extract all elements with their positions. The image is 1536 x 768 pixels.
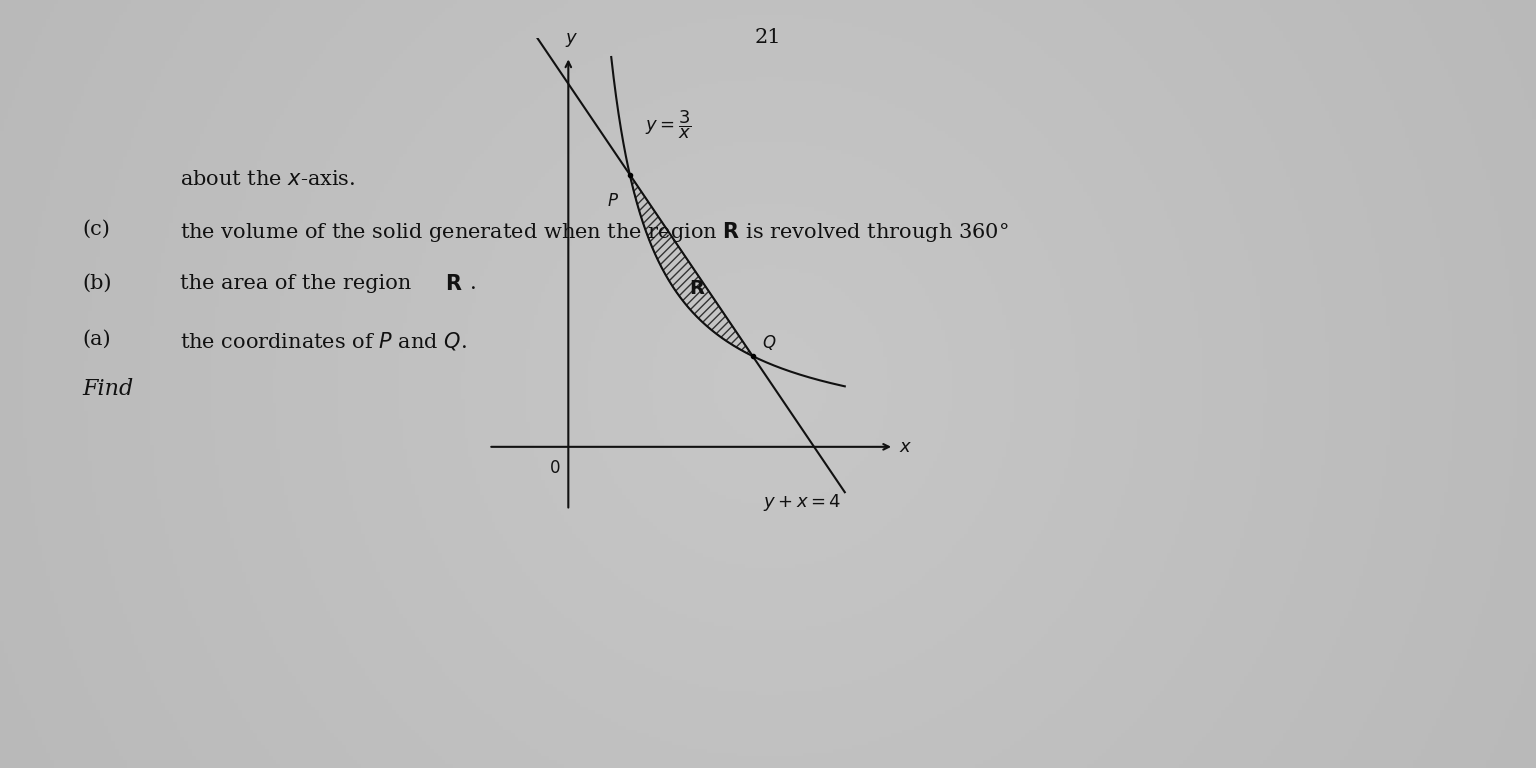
Text: $y = \dfrac{3}{x}$: $y = \dfrac{3}{x}$ <box>645 108 691 141</box>
Text: $x$: $x$ <box>899 438 912 456</box>
Text: $Q$: $Q$ <box>762 333 776 352</box>
Text: Find: Find <box>81 378 134 400</box>
Text: 21: 21 <box>754 28 782 47</box>
Text: $0$: $0$ <box>550 461 561 478</box>
Text: .: . <box>470 274 476 293</box>
Text: $P$: $P$ <box>607 193 619 210</box>
Text: (c): (c) <box>81 220 111 239</box>
Text: $y + x = 4$: $y + x = 4$ <box>762 492 842 513</box>
Text: (a): (a) <box>81 330 111 349</box>
Text: the volume of the solid generated when the region $\mathbf{R}$ is revolved throu: the volume of the solid generated when t… <box>180 220 1009 244</box>
Text: (b): (b) <box>81 274 112 293</box>
Text: the coordinates of $P$ and $Q$.: the coordinates of $P$ and $Q$. <box>180 330 467 352</box>
Text: $\mathbf{R}$: $\mathbf{R}$ <box>445 274 462 294</box>
Text: $y$: $y$ <box>565 31 578 49</box>
Text: $\mathbf{R}$: $\mathbf{R}$ <box>690 279 705 297</box>
Text: the area of the region: the area of the region <box>180 274 418 293</box>
Text: about the $x$-axis.: about the $x$-axis. <box>180 170 355 189</box>
